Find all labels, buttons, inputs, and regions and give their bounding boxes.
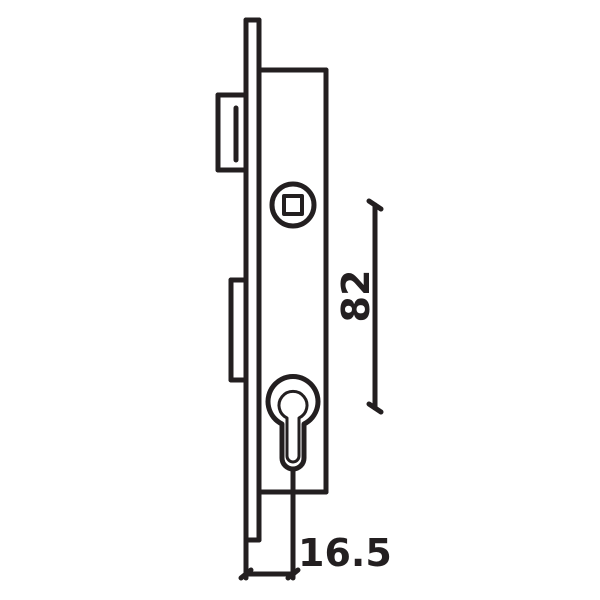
lock-case [256,67,329,495]
dimension-16-5-line [238,467,301,581]
dimension-82-label: 82 [334,270,378,323]
dimension-82-line [366,198,384,415]
dead-bolt [228,277,249,383]
spindle-hub [269,181,317,229]
dimension-16-5-label: 16.5 [298,531,392,575]
cylinder-keyhole-inner [277,389,309,464]
latch-bolt [215,92,249,173]
